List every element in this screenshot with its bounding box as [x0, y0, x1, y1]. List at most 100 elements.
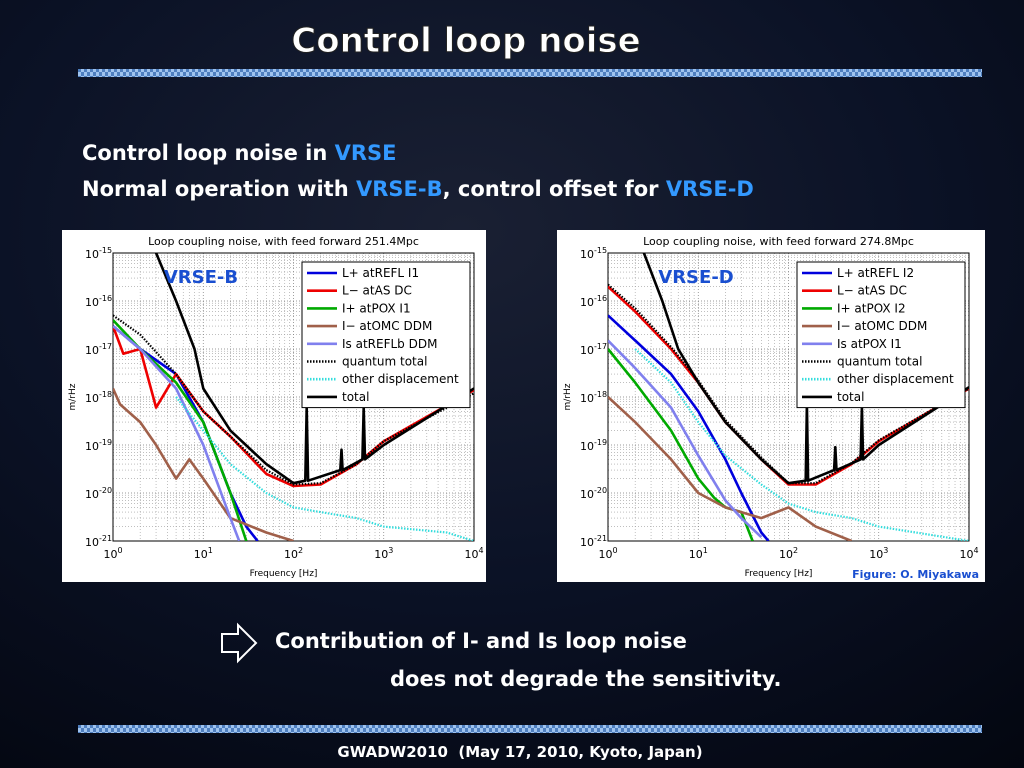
tick-exponent: -19 [594, 438, 607, 447]
y-axis-label: m/rHz [563, 383, 573, 410]
footer: GWADW2010 (May 17, 2010, Kyoto, Japan) [337, 743, 702, 761]
conclusion-line: Contribution of I- and Is loop noise [275, 629, 687, 653]
figure-credit: Figure: O. Miyakawa [852, 568, 979, 581]
divider [78, 725, 982, 733]
legend-label: L− atAS DC [837, 284, 907, 298]
x-tick-label: 100 [103, 546, 122, 561]
legend-label: quantum total [837, 355, 922, 369]
series-line [154, 253, 474, 485]
tick-base: 10 [580, 536, 594, 549]
tick-base: 10 [580, 392, 594, 405]
slide-title: Control loop noise [291, 21, 640, 61]
y-tick-label: 10-20 [85, 486, 112, 501]
series-line [113, 325, 241, 541]
legend-label: I+ atPOX I2 [837, 301, 906, 315]
divider [78, 69, 982, 77]
y-tick-label: 10-21 [85, 534, 112, 549]
tick-exponent: -21 [594, 534, 607, 543]
legend-label: L+ atREFL I2 [837, 266, 914, 280]
y-tick-label: 10-17 [580, 342, 607, 357]
tick-exponent: 2 [793, 546, 798, 555]
legend-label: I− atOMC DDM [342, 319, 432, 333]
tick-base: 10 [959, 548, 973, 561]
tick-base: 10 [85, 296, 99, 309]
tick-exponent: -17 [99, 342, 112, 351]
chart-label: VRSE-B [164, 267, 238, 288]
legend-label: total [837, 390, 864, 404]
tick-base: 10 [580, 440, 594, 453]
x-axis-label: Frequency [Hz] [745, 569, 813, 579]
tick-exponent: -20 [99, 486, 112, 495]
y-tick-label: 10-15 [580, 246, 607, 261]
intro-text: Normal operation with [82, 177, 356, 201]
x-tick-label: 103 [374, 546, 393, 561]
legend-label: quantum total [342, 355, 427, 369]
tick-exponent: 3 [388, 546, 393, 555]
x-tick-label: 103 [869, 546, 888, 561]
tick-exponent: 4 [478, 546, 483, 555]
tick-exponent: -18 [594, 390, 607, 399]
tick-exponent: -19 [99, 438, 112, 447]
intro-line: Normal operation with VRSE-B, control of… [82, 177, 754, 201]
intro-text: , control offset for [443, 177, 666, 201]
tick-exponent: 2 [298, 546, 303, 555]
intro-highlight: VRSE-D [666, 177, 754, 201]
x-axis-label: Frequency [Hz] [250, 569, 318, 579]
tick-exponent: -20 [594, 486, 607, 495]
tick-exponent: -16 [594, 294, 607, 303]
x-tick-label: 100 [598, 546, 617, 561]
plot: 100 101 102 103 10410-2110-2010-1910-1810-17… [563, 235, 979, 579]
y-tick-label: 10-21 [580, 534, 607, 549]
tick-base: 10 [85, 344, 99, 357]
tick-exponent: -21 [99, 534, 112, 543]
legend-label: L− atAS DC [342, 284, 412, 298]
legend-box [796, 261, 966, 409]
tick-base: 10 [580, 344, 594, 357]
tick-exponent: 1 [703, 546, 708, 555]
tick-exponent: -15 [99, 246, 112, 255]
y-tick-label: 10-16 [580, 294, 607, 309]
series-line [608, 396, 853, 541]
tick-base: 10 [580, 248, 594, 261]
tick-base: 10 [464, 548, 478, 561]
tick-base: 10 [374, 548, 388, 561]
y-tick-label: 10-20 [580, 486, 607, 501]
intro-highlight: VRSE [335, 141, 397, 165]
tick-base: 10 [85, 248, 99, 261]
tick-base: 10 [85, 392, 99, 405]
tick-base: 10 [580, 488, 594, 501]
tick-base: 10 [580, 296, 594, 309]
tick-base: 10 [284, 548, 298, 561]
tick-exponent: -17 [594, 342, 607, 351]
tick-exponent: 3 [883, 546, 888, 555]
arrow-icon [221, 622, 258, 664]
legend-box [301, 261, 471, 409]
x-tick-label: 102 [284, 546, 303, 561]
y-tick-label: 10-19 [85, 438, 112, 453]
chart-title: Loop coupling noise, with feed forward 2… [643, 235, 914, 248]
legend-label: other displacement [342, 372, 459, 386]
legend-label: Is atREFLb DDM [342, 337, 437, 351]
intro-line: Control loop noise in VRSE [82, 141, 397, 165]
series-line [608, 339, 763, 539]
y-tick-label: 10-15 [85, 246, 112, 261]
tick-exponent: 0 [117, 546, 122, 555]
y-tick-label: 10-16 [85, 294, 112, 309]
y-tick-label: 10-19 [580, 438, 607, 453]
intro-text: Control loop noise in [82, 141, 335, 165]
y-axis-label: m/rHz [68, 383, 78, 410]
tick-base: 10 [194, 548, 208, 561]
tick-exponent: -18 [99, 390, 112, 399]
series-line [113, 387, 294, 541]
legend-label: other displacement [837, 372, 954, 386]
series-line [608, 314, 770, 541]
series-line [642, 253, 969, 485]
tick-exponent: 0 [612, 546, 617, 555]
tick-base: 10 [85, 488, 99, 501]
x-tick-label: 101 [689, 546, 708, 561]
y-tick-label: 10-18 [85, 390, 112, 405]
chart-title: Loop coupling noise, with feed forward 2… [148, 235, 419, 248]
tick-base: 10 [598, 548, 612, 561]
tick-base: 10 [85, 536, 99, 549]
